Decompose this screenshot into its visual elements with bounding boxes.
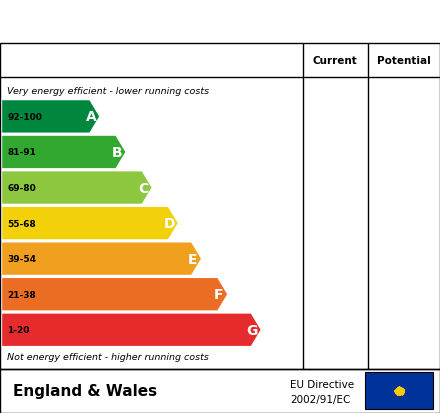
Text: 2002/91/EC: 2002/91/EC [290, 394, 351, 404]
Text: Energy Efficiency Rating: Energy Efficiency Rating [11, 12, 299, 32]
Text: D: D [164, 216, 175, 230]
Text: Current: Current [313, 56, 358, 66]
Text: England & Wales: England & Wales [13, 383, 158, 399]
Polygon shape [2, 207, 178, 240]
Bar [365, 373, 433, 409]
Text: 55-68: 55-68 [7, 219, 36, 228]
Text: C: C [138, 181, 148, 195]
Polygon shape [2, 136, 125, 169]
Polygon shape [2, 278, 227, 311]
Text: 92-100: 92-100 [7, 113, 42, 121]
Text: E: E [188, 252, 198, 266]
Polygon shape [2, 172, 151, 204]
Polygon shape [2, 243, 201, 275]
Text: G: G [247, 323, 258, 337]
Text: 21-38: 21-38 [7, 290, 36, 299]
Text: 69-80: 69-80 [7, 183, 36, 192]
Text: Potential: Potential [377, 56, 431, 66]
Polygon shape [2, 314, 260, 346]
Polygon shape [2, 101, 99, 133]
Text: F: F [214, 287, 224, 301]
Text: B: B [112, 146, 122, 159]
Text: Not energy efficient - higher running costs: Not energy efficient - higher running co… [7, 352, 209, 361]
Text: Very energy efficient - lower running costs: Very energy efficient - lower running co… [7, 87, 209, 96]
Text: A: A [85, 110, 96, 124]
Text: 1-20: 1-20 [7, 325, 30, 335]
Text: 39-54: 39-54 [7, 254, 37, 263]
Text: 81-91: 81-91 [7, 148, 37, 157]
Text: EU Directive: EU Directive [290, 379, 355, 389]
